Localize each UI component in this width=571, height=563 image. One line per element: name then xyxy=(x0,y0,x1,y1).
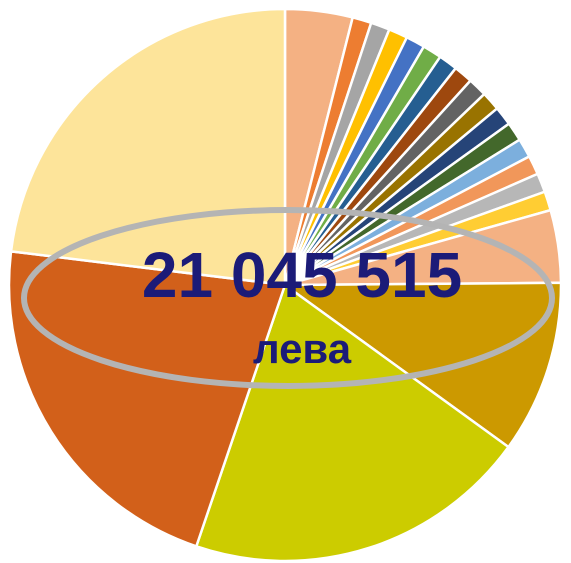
unit-label: лева xyxy=(253,325,352,372)
total-label: 21 045 515 xyxy=(142,239,462,311)
highlight-ellipse xyxy=(21,207,555,389)
pie xyxy=(7,7,563,563)
pie-slice xyxy=(7,250,287,548)
pie-slice xyxy=(195,283,510,563)
pie-slice xyxy=(283,281,563,449)
